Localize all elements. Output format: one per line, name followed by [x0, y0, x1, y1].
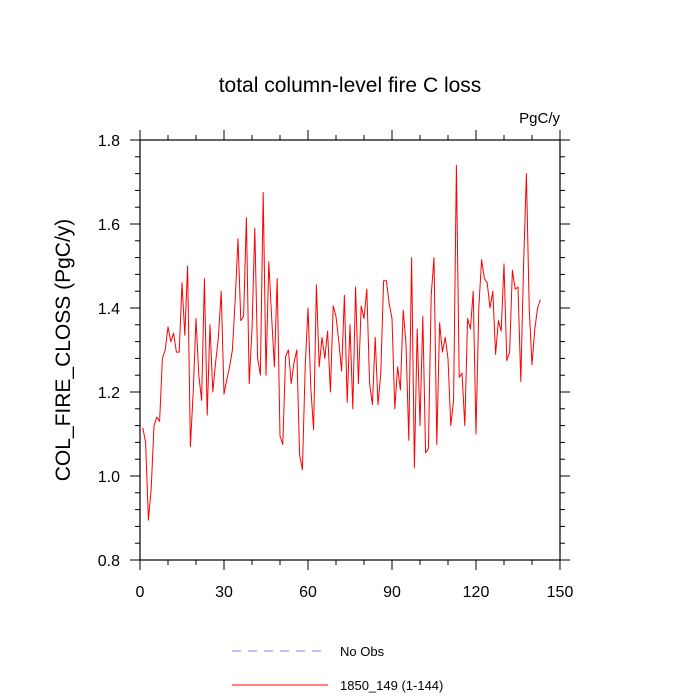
y-tick-label: 0.8 [98, 553, 120, 570]
tick-labels-layer: 0 30 60 90 120 150 0.8 1.0 1.2 1.4 1.6 1.8 [98, 133, 574, 601]
chart-title: total column-level fire C loss [219, 74, 482, 97]
x-tick-label: 0 [136, 584, 145, 601]
x-tick-label: 30 [215, 584, 233, 601]
x-tick-label: 120 [463, 584, 490, 601]
y-tick-label: 1.0 [98, 469, 120, 486]
x-tick-label: 60 [299, 584, 317, 601]
legend-label-no-obs: No Obs [340, 644, 385, 659]
ticks-layer [130, 130, 570, 570]
legend-label-series: 1850_149 (1-144) [340, 678, 443, 693]
legend: No Obs 1850_149 (1-144) [232, 644, 443, 693]
x-tick-label: 150 [547, 584, 574, 601]
plot-frame [139, 139, 561, 561]
y-tick-label: 1.2 [98, 385, 120, 402]
series-layer [142, 164, 541, 521]
x-tick-label: 90 [383, 584, 401, 601]
y-tick-label: 1.8 [98, 133, 120, 150]
y-axis-label: COL_FIRE_CLOSS (PgC/y) [52, 219, 75, 482]
y-tick-label: 1.6 [98, 217, 120, 234]
series-line [142, 164, 541, 521]
y-tick-label: 1.4 [98, 301, 120, 318]
units-label: PgC/y [519, 110, 560, 127]
